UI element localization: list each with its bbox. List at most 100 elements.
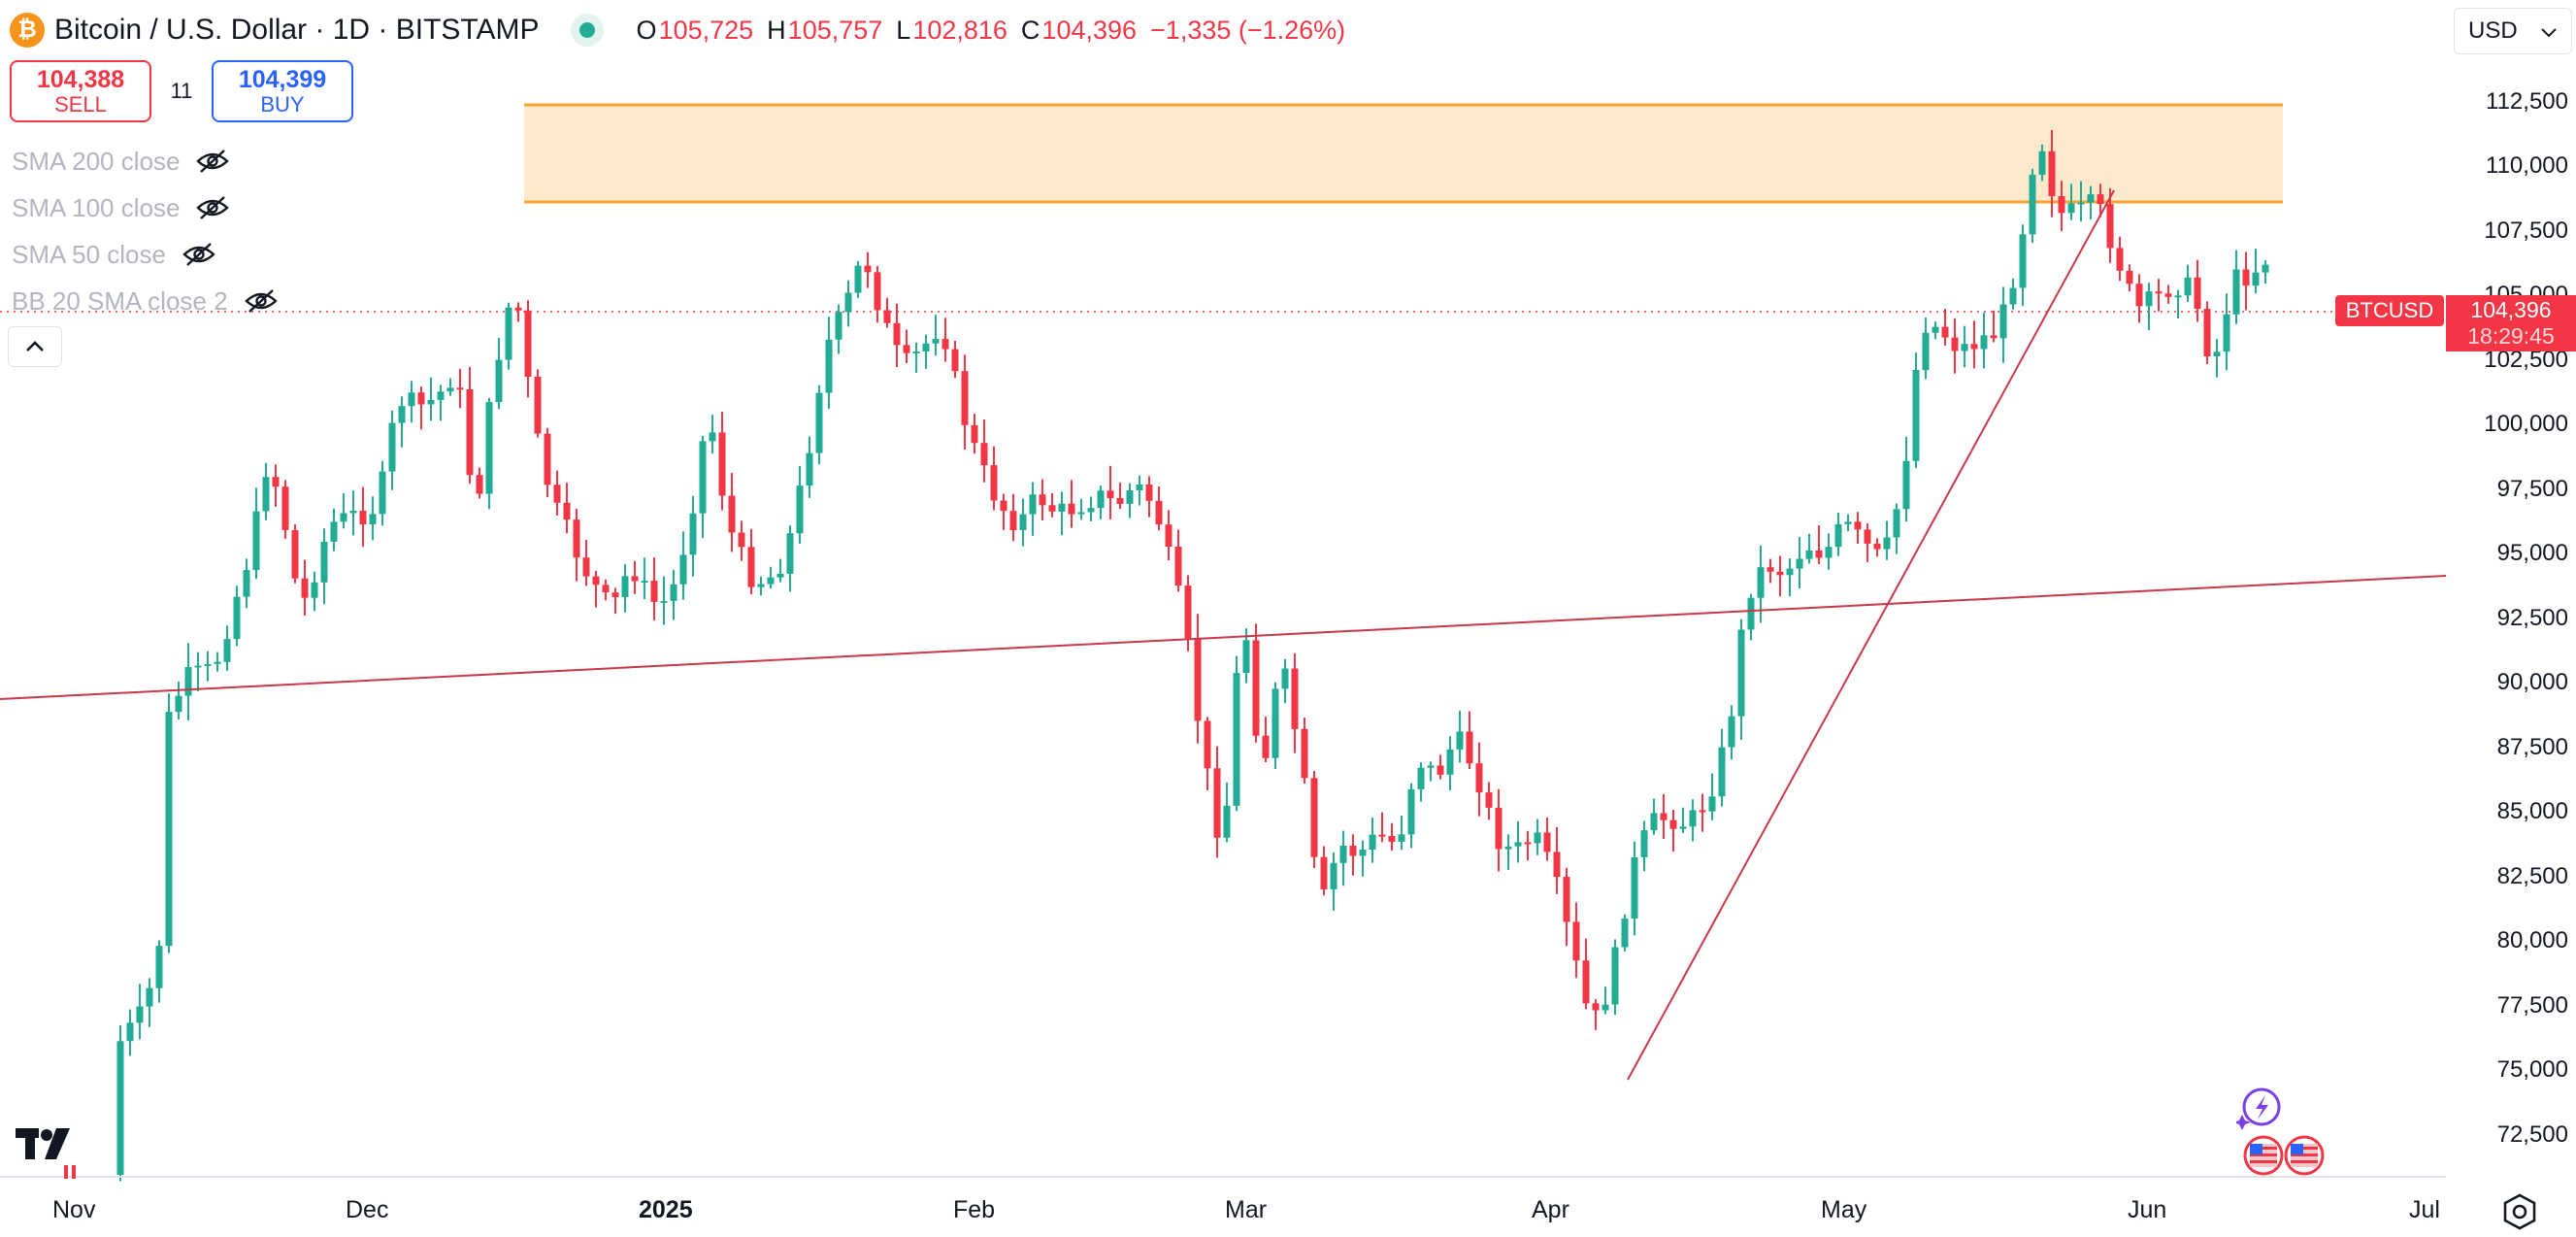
candle-body [252, 511, 260, 571]
candle-body [1097, 490, 1105, 509]
candle-body [874, 272, 881, 311]
symbol-title[interactable]: Bitcoin / U.S. Dollar · 1D · BITSTAMP [54, 14, 540, 46]
candle-body [466, 389, 474, 476]
candle-body [1048, 505, 1056, 512]
time-axis-label: Dec [346, 1196, 389, 1223]
candle-body [1252, 640, 1260, 736]
candle-body [592, 576, 600, 585]
candle-body [1864, 529, 1871, 544]
chart-settings-icon[interactable] [2500, 1192, 2539, 1231]
candle-body [844, 292, 852, 313]
candle-body [2097, 194, 2104, 205]
time-axis-label: Feb [953, 1196, 996, 1223]
candle-body [767, 577, 775, 585]
candle-body [980, 443, 988, 466]
indicator-sma-100[interactable]: SMA 100 close [12, 184, 279, 231]
candle-body [1388, 836, 1396, 842]
market-status-icon[interactable] [570, 14, 604, 47]
candle-body [485, 402, 493, 494]
candle-body [611, 592, 619, 597]
candle-body [1757, 567, 1765, 598]
candle-body [1825, 547, 1833, 558]
indicator-label: SMA 50 close [12, 239, 166, 269]
candle-body [699, 441, 707, 514]
candle-body [1728, 716, 1735, 748]
candle-body [1106, 490, 1114, 498]
candle-body [1990, 335, 1998, 339]
candle-body [1912, 370, 1920, 461]
candle-body [1281, 668, 1289, 689]
candle-body [1553, 852, 1561, 878]
indicator-sma-50[interactable]: SMA 50 close [12, 231, 279, 278]
candle-body [1233, 673, 1240, 806]
candle-body [1592, 1003, 1600, 1011]
candle-body [1602, 1004, 1609, 1011]
sparkle-icon[interactable] [2236, 1087, 2281, 1130]
candle-body [1669, 819, 1677, 829]
us-flag-event-icon[interactable] [2284, 1135, 2325, 1176]
candle-body [2048, 150, 2056, 196]
current-price-value: 104,396 [2470, 297, 2552, 322]
candle-body [1883, 537, 1891, 550]
candle-body [573, 519, 580, 558]
collapse-legend-button[interactable] [8, 326, 62, 367]
currency-select[interactable]: USD [2454, 8, 2572, 54]
price-axis-label: 90,000 [2496, 669, 2568, 695]
candle-body [1145, 485, 1153, 501]
time-axis-label: Apr [1532, 1196, 1569, 1223]
candle-body [631, 576, 639, 582]
candle-body [417, 392, 425, 405]
indicator-sma-200[interactable]: SMA 200 close [12, 138, 279, 184]
candle-body [1999, 304, 2007, 339]
tradingview-logo-icon[interactable] [14, 1126, 76, 1181]
candle-body [1039, 494, 1046, 506]
chevron-up-icon [26, 341, 44, 351]
candle-body [1650, 813, 1658, 831]
candle-body [1291, 668, 1299, 729]
candle-body [311, 582, 318, 598]
currency-value: USD [2468, 17, 2518, 44]
price-axis-label: 97,500 [2496, 476, 2568, 502]
candle-body [1689, 810, 1697, 827]
candle-body [1475, 763, 1483, 793]
candle-body [1582, 960, 1590, 1004]
events-icons[interactable] [2236, 1086, 2339, 1179]
candle-body [1369, 834, 1376, 850]
candle-body [320, 541, 328, 583]
candle-body [1767, 567, 1774, 572]
steep-trendline[interactable] [1627, 189, 2115, 1081]
candle-body [1184, 585, 1192, 639]
candle-body [301, 578, 309, 598]
candle-body [2029, 174, 2036, 235]
indicator-bb-20[interactable]: BB 20 SMA close 2 [12, 278, 279, 324]
eye-hidden-icon[interactable] [182, 242, 216, 267]
candle-body [718, 432, 726, 496]
candle-body [757, 584, 765, 587]
candle-body [961, 371, 969, 425]
long-trendline[interactable] [0, 575, 2447, 700]
buy-button[interactable]: 104,399 BUY [212, 60, 353, 122]
candle-body [1796, 558, 1803, 569]
eye-hidden-icon[interactable] [195, 149, 230, 174]
candle-body [524, 310, 532, 377]
candle-body [1155, 500, 1163, 525]
candle-body [272, 477, 280, 487]
us-flag-event-icon[interactable] [2243, 1135, 2284, 1176]
candle-body [1902, 460, 1910, 510]
sell-button[interactable]: 104,388 SELL [10, 60, 151, 122]
candle-body [1543, 832, 1551, 853]
resistance-zone[interactable] [524, 105, 2283, 202]
eye-hidden-icon[interactable] [195, 195, 230, 220]
candle-body [1262, 735, 1270, 758]
candle-body [1019, 514, 1027, 530]
candle-body [1407, 788, 1415, 835]
candle-body [621, 576, 629, 597]
eye-hidden-icon[interactable] [244, 288, 279, 314]
sell-label: SELL [54, 91, 107, 117]
price-axis-label: 95,000 [2496, 540, 2568, 566]
candle-body [1534, 832, 1541, 844]
candle-body [1242, 640, 1250, 674]
price-axis-label: 107,500 [2484, 217, 2568, 244]
candle-body [194, 665, 202, 668]
